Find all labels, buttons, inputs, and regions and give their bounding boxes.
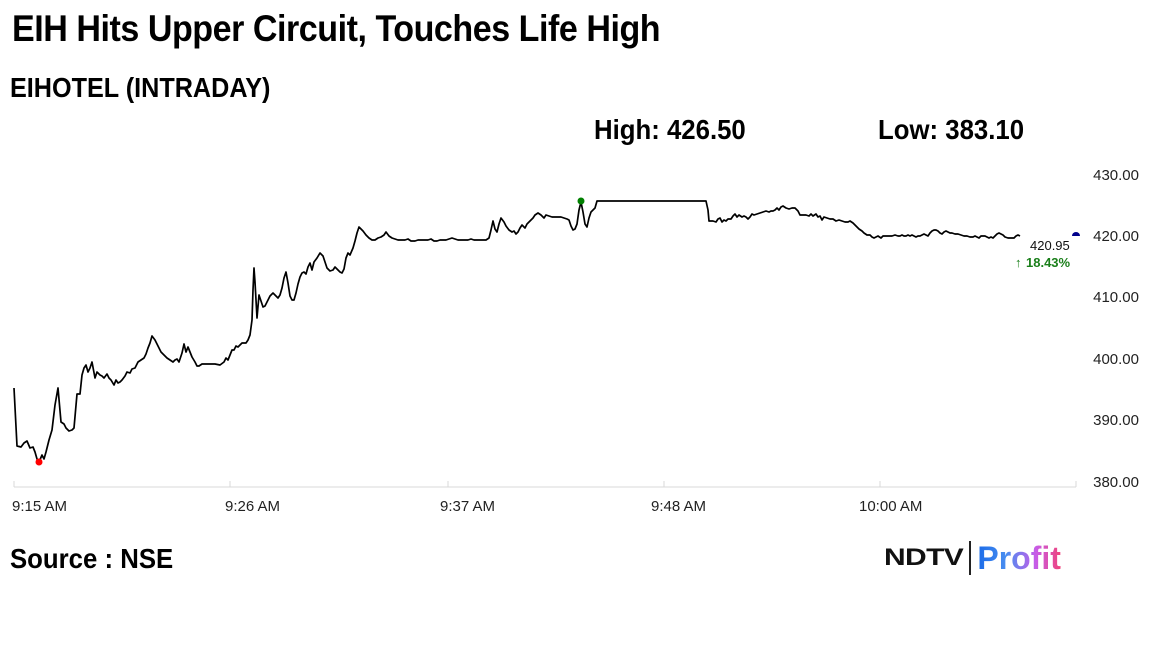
high-marker xyxy=(577,197,585,205)
up-arrow-icon: ↑ xyxy=(1015,255,1022,270)
x-tick-0915: 9:15 AM xyxy=(12,498,67,515)
intraday-line-chart: 430.00 420.00 410.00 400.00 390.00 380.0… xyxy=(12,167,1139,515)
last-price-label: 420.95 xyxy=(1030,238,1070,253)
y-tick-420: 420.00 xyxy=(1093,228,1139,245)
x-tick-1000: 10:00 AM xyxy=(859,498,922,515)
x-tick-0926: 9:26 AM xyxy=(225,498,280,515)
y-tick-380: 380.00 xyxy=(1093,474,1139,491)
logo-profit-text: Profit xyxy=(977,539,1061,576)
change-indicator: ↑ 18.43% xyxy=(1015,255,1071,270)
logo-ndtv-text: NDTV xyxy=(884,544,964,571)
low-value-label: Low: 383.10 xyxy=(878,114,1025,145)
low-marker xyxy=(35,458,43,466)
y-tick-430: 430.00 xyxy=(1093,167,1139,184)
high-value-label: High: 426.50 xyxy=(594,114,746,145)
y-tick-390: 390.00 xyxy=(1093,412,1139,429)
x-tick-0948: 9:48 AM xyxy=(651,498,706,515)
x-axis-labels: 9:15 AM 9:26 AM 9:37 AM 9:48 AM 10:00 AM xyxy=(12,498,922,515)
y-tick-410: 410.00 xyxy=(1093,289,1139,306)
last-price-marker xyxy=(1072,232,1080,236)
chart-title: EIH Hits Upper Circuit, Touches Life Hig… xyxy=(12,8,661,49)
y-tick-400: 400.00 xyxy=(1093,351,1139,368)
ndtv-profit-logo: NDTV Profit xyxy=(884,540,1061,576)
logo-separator xyxy=(969,541,972,575)
change-percent: 18.43% xyxy=(1026,255,1071,270)
x-tick-marks xyxy=(13,481,1077,487)
source-label: Source : NSE xyxy=(10,543,174,574)
ticker-subtitle: EIHOTEL (INTRADAY) xyxy=(10,72,271,103)
y-axis-labels: 430.00 420.00 410.00 400.00 390.00 380.0… xyxy=(1093,167,1139,491)
price-line xyxy=(13,200,1021,463)
x-tick-0937: 9:37 AM xyxy=(440,498,495,515)
